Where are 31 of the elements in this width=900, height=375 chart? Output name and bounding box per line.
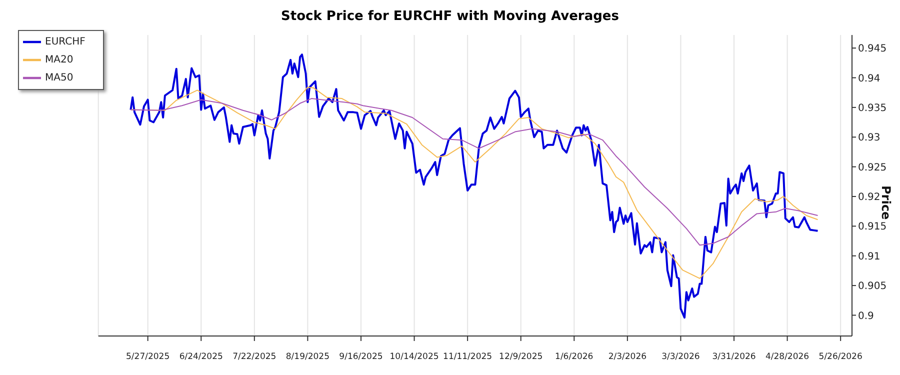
x-tick-label: 3/3/2026 [662,352,700,362]
x-tick-label: 5/27/2025 [126,352,170,362]
y-tick-label: 0.94 [858,73,880,84]
y-tick-label: 0.93 [858,132,880,144]
x-tick-label: 11/11/2025 [443,352,492,362]
y-tick-label: 0.935 [858,102,887,114]
x-tick-label: 9/16/2025 [339,352,383,362]
x-tick-label: 8/19/2025 [286,352,330,362]
x-tick-label: 10/14/2025 [390,352,439,362]
y-tick-label: 0.905 [858,281,887,292]
x-tick-label: 12/9/2025 [499,352,543,362]
legend-label: MA20 [45,54,74,66]
x-tick-label: 6/24/2025 [179,352,223,362]
x-tick-label: 5/26/2026 [818,352,862,362]
y-tick-label: 0.925 [858,162,887,174]
legend-label: MA50 [45,72,74,84]
chart-title: Stock Price for EURCHF with Moving Averages [280,8,620,26]
x-tick-label: 2/3/2026 [608,352,647,362]
x-tick-label: 4/28/2026 [765,352,810,362]
line-series [130,54,819,319]
legend-label: EURCHF [45,36,86,48]
y-tick-label: 0.92 [858,192,880,204]
line-series [130,98,818,246]
y-tick-label: 0.91 [858,251,880,262]
y-tick-label: 0.945 [858,44,887,55]
y-tick-label: 0.915 [858,222,887,233]
x-tick-label: 3/31/2026 [712,352,756,362]
y-tick-label: 0.9 [858,310,874,322]
y-axis-title: Price [878,186,893,220]
x-tick-label: 7/22/2025 [232,352,276,362]
x-tick-label: 1/6/2026 [555,352,594,362]
